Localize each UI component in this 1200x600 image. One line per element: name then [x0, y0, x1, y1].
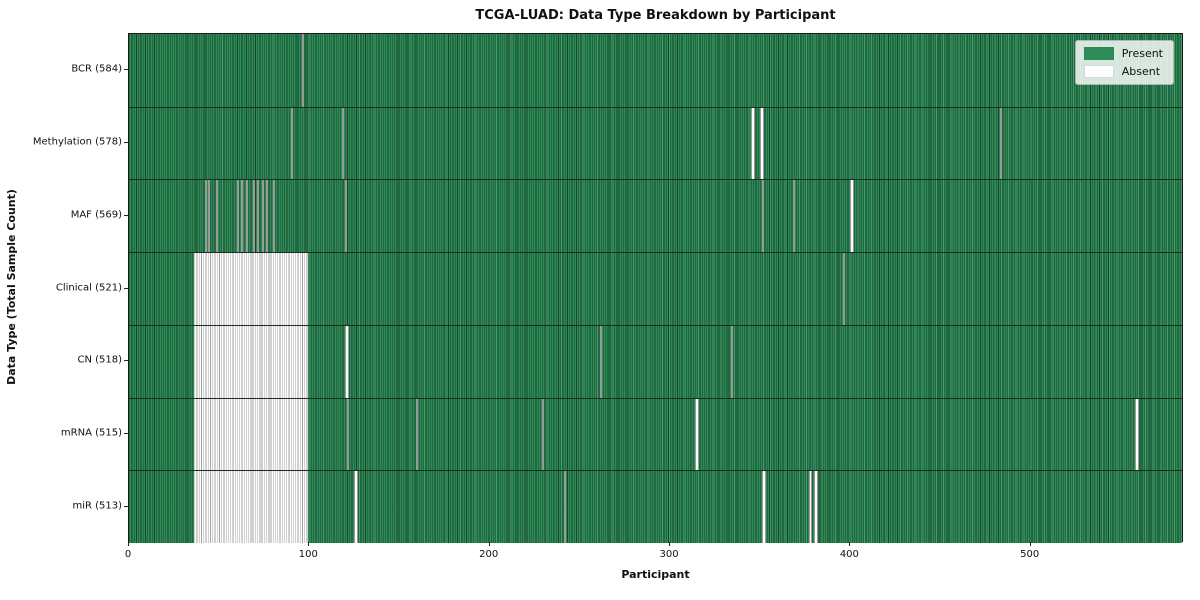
- absent-mark: [354, 471, 359, 543]
- y-tick-label: MAF (569): [70, 209, 122, 221]
- chart-title: TCGA-LUAD: Data Type Breakdown by Partic…: [475, 8, 836, 23]
- absent-mark: [204, 180, 207, 253]
- absent-mark: [347, 398, 350, 471]
- absent-mark: [751, 107, 755, 180]
- heatmap-row-bcr: [129, 34, 1182, 107]
- y-tick-mark: [124, 214, 128, 216]
- x-tick-mark: [1029, 542, 1031, 546]
- absent-mark: [193, 253, 308, 325]
- absent-mark: [208, 180, 211, 253]
- x-tick-mark: [849, 542, 851, 546]
- x-tick-mark: [308, 542, 310, 546]
- absent-mark: [1135, 398, 1139, 471]
- x-tick-label: 300: [659, 549, 679, 560]
- x-tick-mark: [669, 542, 671, 546]
- absent-mark: [257, 180, 260, 253]
- x-tick-label: 0: [124, 549, 132, 560]
- absent-mark: [415, 398, 418, 471]
- x-tick-label: 400: [839, 549, 859, 560]
- absent-mark: [193, 325, 308, 398]
- absent-mark: [345, 325, 349, 398]
- legend-swatch-absent: [1083, 65, 1114, 78]
- absent-mark: [731, 325, 734, 398]
- absent-mark: [843, 253, 846, 325]
- absent-mark: [240, 180, 243, 253]
- y-tick-mark: [124, 69, 128, 71]
- absent-mark: [345, 180, 348, 253]
- y-tick-label: Methylation (578): [32, 136, 122, 148]
- y-tick-mark: [124, 360, 128, 362]
- absent-mark: [302, 34, 305, 107]
- heatmap-row-mir: [129, 470, 1182, 543]
- absent-mark: [193, 471, 308, 543]
- y-tick-mark: [124, 505, 128, 507]
- x-tick-label: 200: [479, 549, 499, 560]
- y-tick-label: CN (518): [77, 354, 122, 366]
- legend-entry-present: Present: [1083, 47, 1163, 60]
- heatmap-row-mrna: [129, 397, 1182, 471]
- y-tick-mark: [124, 287, 128, 289]
- absent-mark: [563, 471, 566, 543]
- heatmap-row-cn: [129, 324, 1182, 398]
- y-tick-label: miR (513): [72, 500, 122, 512]
- legend-swatch-present: [1083, 47, 1114, 60]
- absent-mark: [599, 325, 602, 398]
- x-tick-label: 500: [1020, 549, 1040, 560]
- absent-mark: [808, 471, 813, 543]
- x-tick-mark: [128, 542, 129, 546]
- absent-mark: [762, 471, 766, 543]
- absent-mark: [792, 180, 795, 253]
- absent-mark: [253, 180, 256, 253]
- heatmap-row-clinical: [129, 252, 1182, 325]
- absent-mark: [246, 180, 249, 253]
- absent-mark: [237, 180, 240, 253]
- absent-mark: [1000, 107, 1003, 180]
- heatmap-row-methylation: [129, 106, 1182, 180]
- absent-mark: [215, 180, 218, 253]
- absent-mark: [266, 180, 269, 253]
- x-tick-label: 100: [298, 549, 318, 560]
- absent-mark: [850, 180, 854, 253]
- y-tick-label: BCR (584): [71, 63, 122, 75]
- absent-mark: [695, 398, 699, 471]
- heatmap-row-maf: [129, 179, 1182, 253]
- absent-mark: [262, 180, 265, 253]
- absent-mark: [291, 107, 294, 180]
- y-tick-mark: [124, 142, 128, 144]
- absent-mark: [541, 398, 544, 471]
- absent-mark: [814, 471, 818, 543]
- x-axis-title: Participant: [621, 568, 690, 581]
- legend-label-absent: Absent: [1121, 65, 1161, 78]
- absent-mark: [341, 107, 344, 180]
- absent-mark: [762, 180, 764, 253]
- absent-mark: [273, 180, 276, 253]
- x-tick-mark: [488, 542, 490, 546]
- legend-entry-absent: Absent: [1083, 65, 1163, 78]
- legend: Present Absent: [1074, 40, 1174, 85]
- absent-mark: [760, 107, 764, 180]
- plot-area: Present Absent: [128, 33, 1183, 543]
- legend-label-present: Present: [1121, 47, 1163, 60]
- absent-mark: [193, 398, 308, 471]
- y-tick-label: Clinical (521): [55, 282, 122, 293]
- y-tick-label: mRNA (515): [60, 427, 122, 439]
- y-tick-mark: [124, 432, 128, 434]
